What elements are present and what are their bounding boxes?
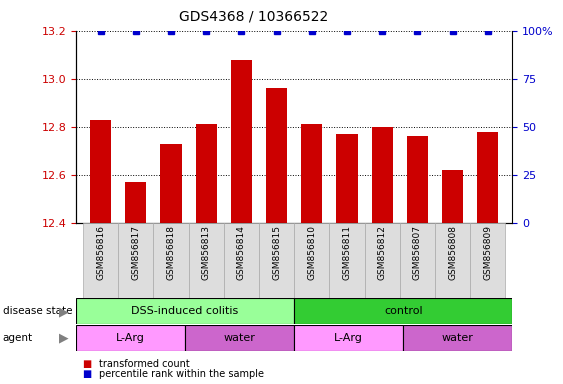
Text: GSM856807: GSM856807: [413, 225, 422, 280]
Text: DSS-induced colitis: DSS-induced colitis: [132, 306, 239, 316]
Bar: [153, 223, 189, 298]
Text: GSM856809: GSM856809: [483, 225, 492, 280]
Text: GSM856818: GSM856818: [167, 225, 176, 280]
Bar: [224, 223, 259, 298]
Bar: [294, 325, 403, 351]
Bar: [294, 298, 512, 324]
Bar: [118, 223, 153, 298]
Bar: [400, 223, 435, 298]
Bar: [266, 88, 287, 223]
Text: water: water: [224, 333, 256, 343]
Bar: [407, 136, 428, 223]
Bar: [90, 119, 111, 223]
Text: agent: agent: [3, 333, 33, 343]
Text: ▶: ▶: [59, 305, 69, 318]
Text: L-Arg: L-Arg: [334, 333, 363, 343]
Bar: [185, 325, 294, 351]
Bar: [301, 124, 323, 223]
Bar: [329, 223, 365, 298]
Text: ▶: ▶: [59, 332, 69, 345]
Bar: [435, 223, 470, 298]
Bar: [160, 144, 182, 223]
Text: GSM856815: GSM856815: [272, 225, 281, 280]
Text: GSM856813: GSM856813: [202, 225, 211, 280]
Bar: [365, 223, 400, 298]
Bar: [259, 223, 294, 298]
Text: GSM856816: GSM856816: [96, 225, 105, 280]
Bar: [442, 170, 463, 223]
Text: control: control: [384, 306, 423, 316]
Bar: [477, 131, 498, 223]
Text: ■: ■: [82, 359, 91, 369]
Text: GSM856814: GSM856814: [237, 225, 246, 280]
Text: GSM856812: GSM856812: [378, 225, 387, 280]
Bar: [294, 223, 329, 298]
Text: disease state: disease state: [3, 306, 72, 316]
Bar: [403, 325, 512, 351]
Text: GSM856811: GSM856811: [342, 225, 351, 280]
Bar: [196, 124, 217, 223]
Text: transformed count: transformed count: [99, 359, 189, 369]
Bar: [189, 223, 224, 298]
Bar: [372, 127, 393, 223]
Text: GSM856810: GSM856810: [307, 225, 316, 280]
Text: percentile rank within the sample: percentile rank within the sample: [99, 369, 263, 379]
Text: water: water: [442, 333, 473, 343]
Text: GSM856817: GSM856817: [131, 225, 140, 280]
Bar: [83, 223, 118, 298]
Bar: [76, 325, 185, 351]
Text: L-Arg: L-Arg: [116, 333, 145, 343]
Text: ■: ■: [82, 369, 91, 379]
Bar: [126, 182, 146, 223]
Bar: [231, 60, 252, 223]
Bar: [76, 298, 294, 324]
Text: GDS4368 / 10366522: GDS4368 / 10366522: [178, 10, 328, 23]
Bar: [470, 223, 506, 298]
Text: GSM856808: GSM856808: [448, 225, 457, 280]
Bar: [337, 134, 358, 223]
